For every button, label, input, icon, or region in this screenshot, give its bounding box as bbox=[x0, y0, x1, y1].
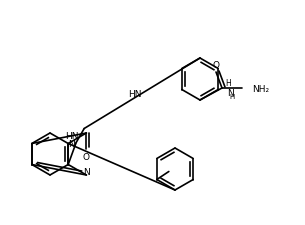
Text: N: N bbox=[83, 168, 90, 177]
Text: H: H bbox=[225, 79, 231, 88]
Text: NH₂: NH₂ bbox=[252, 84, 269, 93]
Text: O: O bbox=[83, 152, 90, 161]
Text: HN: HN bbox=[66, 131, 79, 140]
Text: H: H bbox=[229, 94, 235, 99]
Text: N: N bbox=[68, 139, 74, 148]
Text: HN: HN bbox=[128, 89, 142, 98]
Text: O: O bbox=[213, 60, 220, 69]
Text: N: N bbox=[227, 88, 233, 97]
